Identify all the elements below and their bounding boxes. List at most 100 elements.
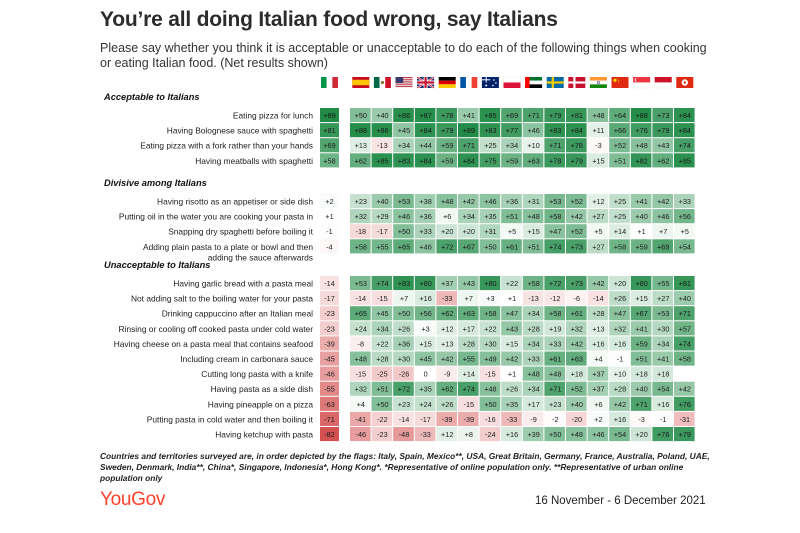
cell-value: +3 xyxy=(486,294,494,303)
heatmap-cell xyxy=(587,123,609,138)
cell-value: -2 xyxy=(552,415,559,424)
cell-value: +84 xyxy=(419,156,431,165)
cell-value: +48 xyxy=(527,370,539,379)
cell-value: +33 xyxy=(419,227,431,236)
cell-value: +67 xyxy=(463,242,475,251)
cell-value: +58 xyxy=(614,242,626,251)
cell-value: +15 xyxy=(635,294,647,303)
cell-value: +66 xyxy=(614,126,626,135)
cell-value: -3 xyxy=(595,141,602,150)
cell-value: +85 xyxy=(376,156,388,165)
cell-value: +73 xyxy=(571,242,583,251)
heatmap-cell xyxy=(371,336,393,351)
cell-value: +84 xyxy=(571,126,583,135)
heatmap-cell xyxy=(522,138,544,153)
cell-value: +2 xyxy=(325,197,333,206)
heatmap-cell xyxy=(566,108,587,123)
heatmap-cell xyxy=(414,224,436,239)
cell-value: +45 xyxy=(376,309,388,318)
cell-value: +69 xyxy=(506,111,518,120)
cell-value: +4 xyxy=(594,355,602,364)
cell-value: -25 xyxy=(377,370,388,379)
heatmap-cell xyxy=(544,366,565,381)
cell-value: +69 xyxy=(657,242,669,251)
cell-value: +35 xyxy=(484,212,496,221)
heatmap-cell xyxy=(630,123,652,138)
heatmap-cell xyxy=(371,123,393,138)
heatmap-cell xyxy=(522,336,544,351)
heatmap-cell xyxy=(674,336,695,351)
hong-kong-flag-icon: Hong Kong xyxy=(676,77,694,88)
heatmap-cell xyxy=(393,194,414,209)
cell-value: +30 xyxy=(398,355,410,364)
heatmap-cell xyxy=(652,381,673,396)
uae-flag-icon: UAE xyxy=(525,77,543,88)
cell-value: +34 xyxy=(506,141,518,150)
cell-value: -12 xyxy=(550,294,561,303)
cell-value: +15 xyxy=(527,227,539,236)
heatmap-cell xyxy=(320,291,339,306)
heatmap-cell xyxy=(674,209,695,224)
italy-flag-icon: Italy xyxy=(321,77,338,88)
cell-value: +35 xyxy=(506,400,518,409)
cell-value: +79 xyxy=(679,430,691,439)
cell-value: +28 xyxy=(592,309,604,318)
cell-value: +58 xyxy=(323,156,335,165)
heatmap-cell xyxy=(393,427,414,442)
cell-value: +59 xyxy=(635,339,647,348)
cell-value: +50 xyxy=(355,111,367,120)
cell-value: -4 xyxy=(326,242,333,251)
cell-value: +42 xyxy=(571,339,583,348)
heatmap-cell xyxy=(320,321,339,336)
heatmap-cell xyxy=(350,108,371,123)
heatmap-cell xyxy=(674,351,695,366)
heatmap-cell xyxy=(609,239,630,254)
cell-value: +73 xyxy=(571,279,583,288)
cell-value: +54 xyxy=(657,385,669,394)
cell-value: +48 xyxy=(484,385,496,394)
cell-value: -6 xyxy=(574,294,581,303)
heatmap-cell xyxy=(609,396,630,411)
heatmap-cell xyxy=(674,138,695,153)
heatmap-cell xyxy=(414,138,436,153)
heatmap-cell xyxy=(350,291,371,306)
heatmap-cell xyxy=(414,291,436,306)
cell-value: +20 xyxy=(635,430,647,439)
cell-value: +85 xyxy=(679,156,691,165)
cell-value: +32 xyxy=(614,324,626,333)
heatmap-cell xyxy=(674,291,695,306)
cell-value: +74 xyxy=(679,141,691,150)
heatmap-cell xyxy=(371,366,393,381)
cell-value: +26 xyxy=(614,294,626,303)
singapore-flag-icon: Singapore xyxy=(632,77,651,89)
cell-value: -17 xyxy=(420,415,431,424)
heatmap-cell xyxy=(652,194,673,209)
heatmap-cell xyxy=(522,396,544,411)
cell-value: +23 xyxy=(355,197,367,206)
heatmap-cell xyxy=(652,366,673,381)
cell-value: +48 xyxy=(355,355,367,364)
cell-value: +62 xyxy=(441,385,453,394)
heatmap-cell xyxy=(652,411,673,426)
cell-value: +26 xyxy=(398,324,410,333)
heatmap-cell xyxy=(609,209,630,224)
heatmap-row: Eating pizza with a fork rather than you… xyxy=(140,138,695,153)
cell-value: +71 xyxy=(527,111,539,120)
heatmap-cell xyxy=(566,153,587,168)
cell-value: +41 xyxy=(463,111,475,120)
cell-value: +2 xyxy=(594,415,602,424)
heatmap-cell xyxy=(501,209,522,224)
cell-value: +18 xyxy=(571,370,583,379)
cell-value: +3 xyxy=(421,324,429,333)
heatmap-cell xyxy=(479,194,501,209)
heatmap-cell xyxy=(479,138,501,153)
cell-value: -1 xyxy=(326,227,333,236)
heatmap-cell xyxy=(350,194,371,209)
cell-value: -63 xyxy=(324,400,335,409)
cell-value: +45 xyxy=(398,126,410,135)
cell-value: +58 xyxy=(679,355,691,364)
cell-value: -18 xyxy=(356,227,367,236)
cell-value: +43 xyxy=(463,279,475,288)
heatmap-cell xyxy=(320,411,339,426)
heatmap-cell xyxy=(479,396,501,411)
